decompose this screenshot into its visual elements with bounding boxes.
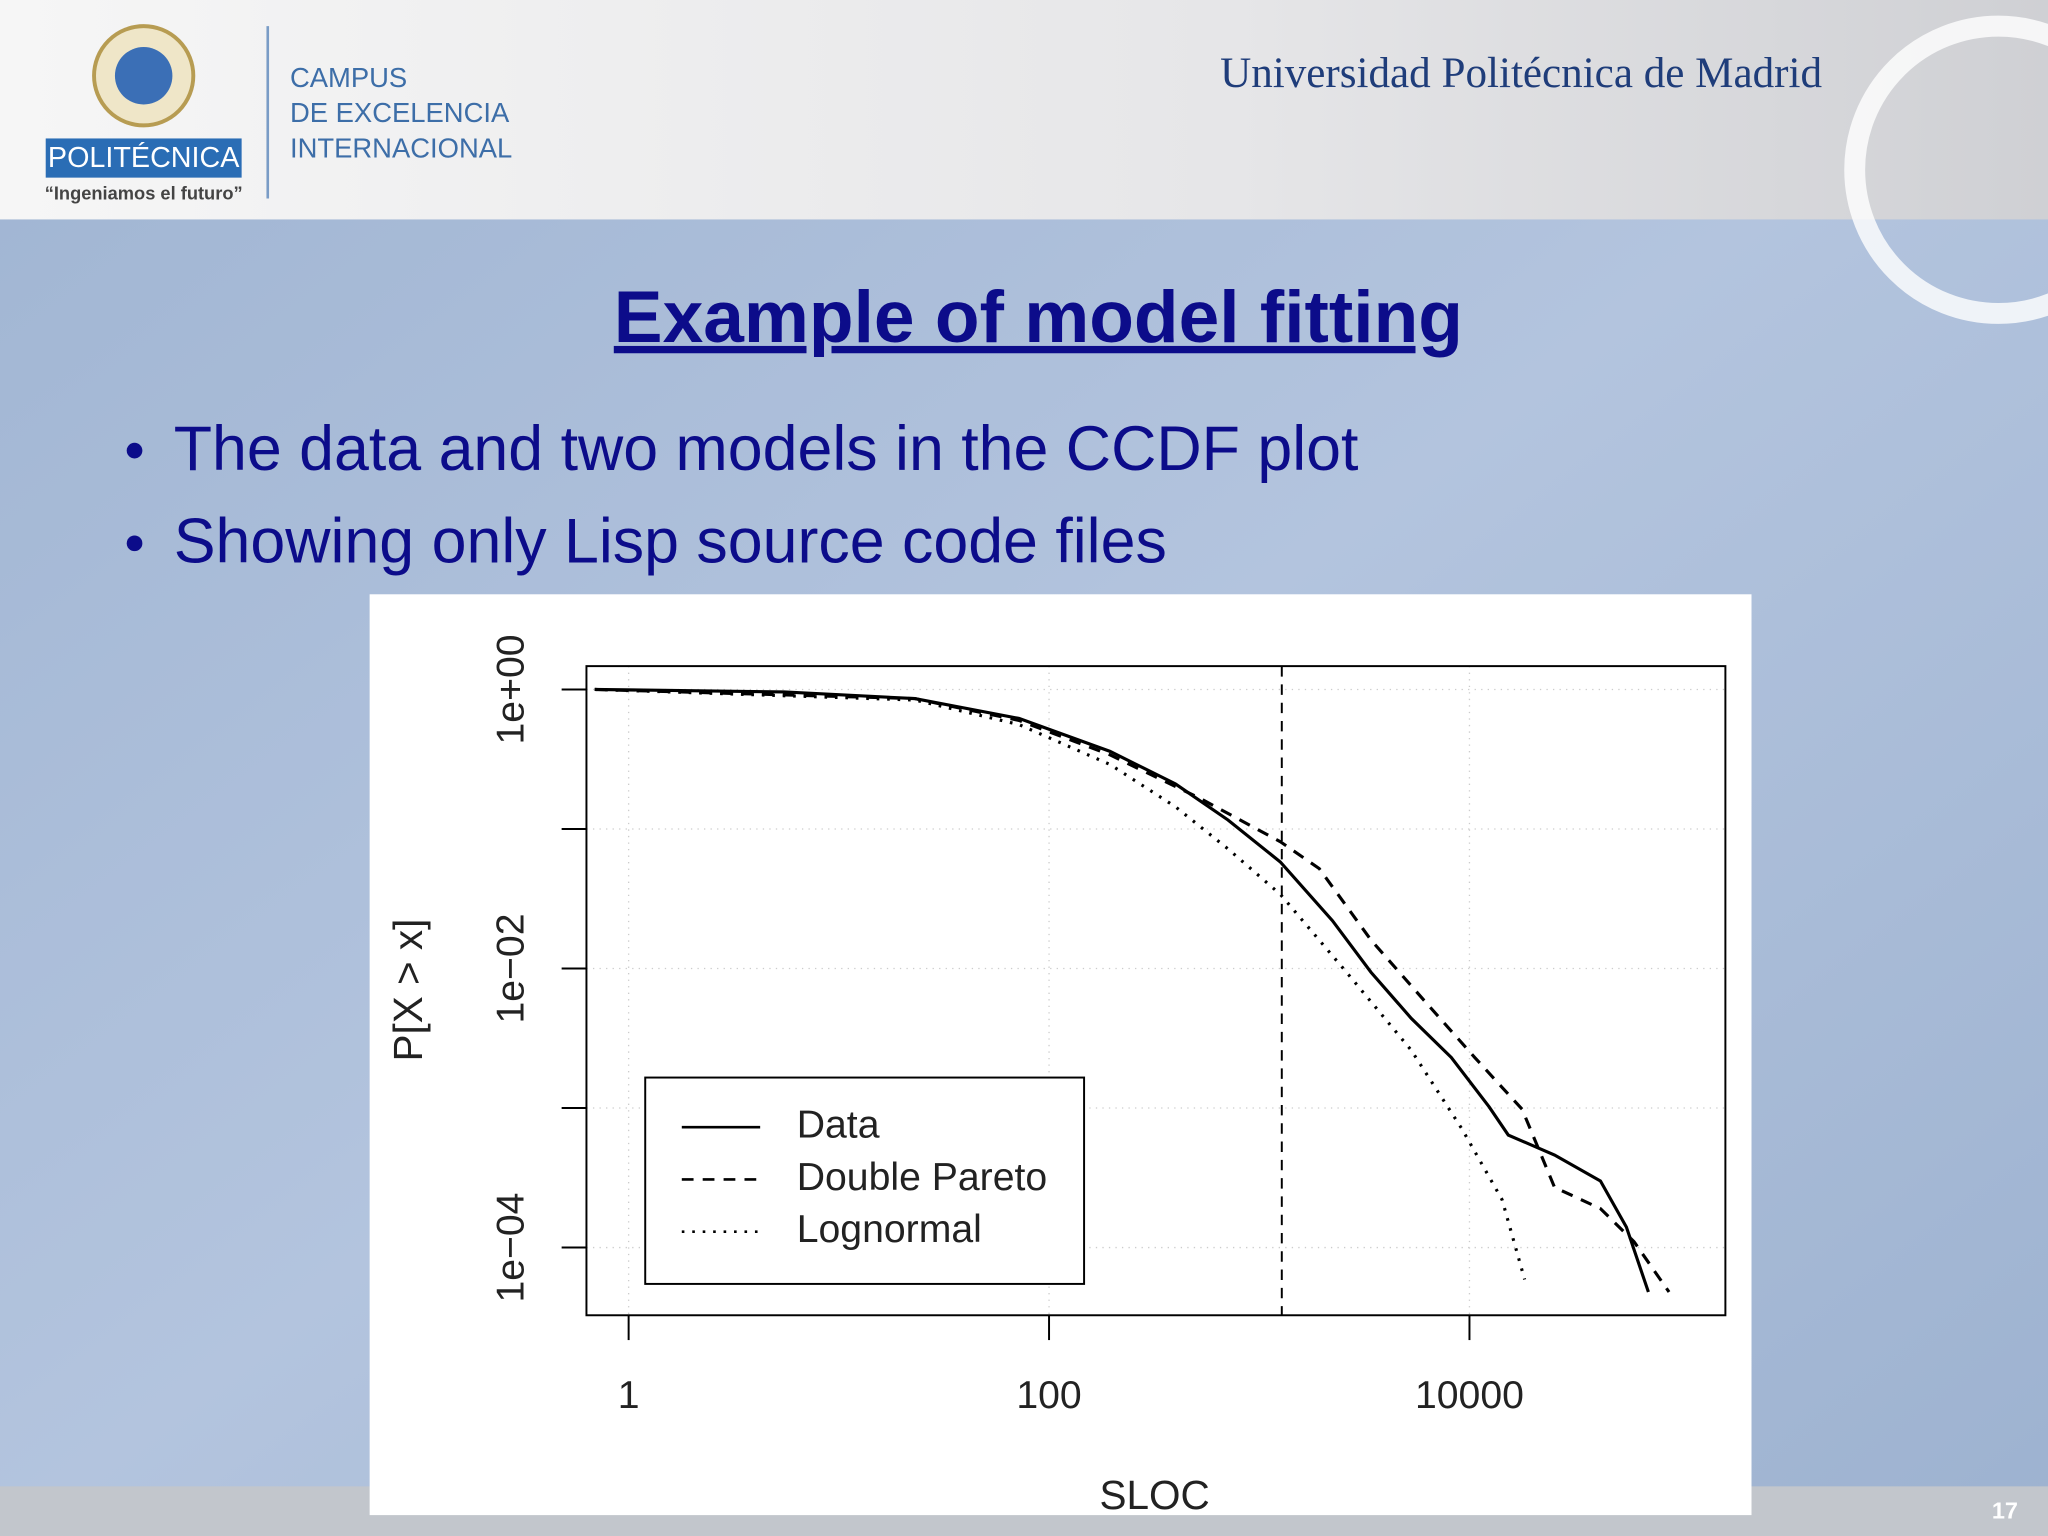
y-axis-label: P[X > x] [385,919,431,1062]
campus-line: DE EXCELENCIA [290,97,510,128]
y-tick-label: 1e−02 [490,913,533,1023]
chart-panel [369,594,1752,1516]
x-axis-label: SLOC [1100,1472,1210,1518]
series-line [594,687,1527,1280]
seal-decoration [1844,15,2048,324]
seal-center [114,47,173,105]
page-number: 17 [1992,1498,2018,1524]
brand: POLITÉCNICA [48,141,240,174]
brand-box [45,138,242,178]
legend-box [644,1076,1086,1285]
bullet: The data and two models in the CCDF plot [174,414,1359,484]
series-line [594,687,1671,1293]
bullet: Showing only Lisp source code files [174,507,1167,577]
campus-line: INTERNACIONAL [290,132,512,163]
x-tick-label: 10000 [1415,1374,1524,1417]
legend-label: Lognormal [797,1208,982,1251]
y-tick-label: 1e+00 [490,634,533,744]
x-tick-label: 100 [1016,1374,1081,1417]
y-tick-label: 1e−04 [490,1193,533,1303]
x-tick-label: 1 [618,1374,640,1417]
plot-frame [585,665,1727,1317]
bullet-dot [126,535,143,552]
motto: “Ingeniamos el futuro” [45,182,243,203]
university: Universidad Politécnica de Madrid [1220,50,1822,97]
series-line [594,687,1650,1293]
chart: 1 100 10000 1e+00 1e−02 1e−04 SLOC P[X > x] Data… [385,634,1727,1518]
legend-label: Data [797,1104,880,1147]
bullet-dot [126,442,143,459]
slide-title: Example of model fitting [614,277,1463,358]
legend-label: Double Pareto [797,1156,1047,1199]
header-bar [0,0,2048,220]
campus-line: CAMPUS [290,62,407,93]
